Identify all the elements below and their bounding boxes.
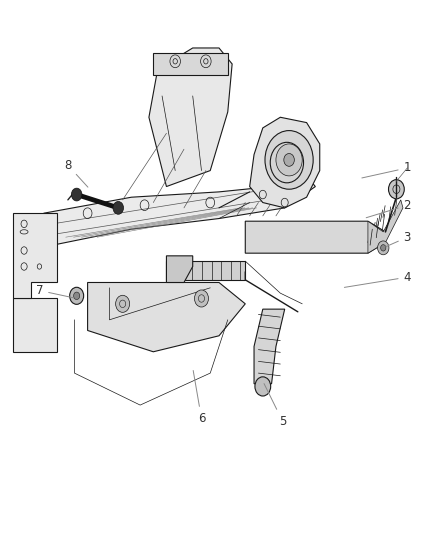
Polygon shape (245, 221, 385, 253)
Circle shape (265, 131, 313, 189)
Circle shape (378, 241, 389, 255)
Polygon shape (88, 282, 245, 352)
Circle shape (284, 154, 294, 166)
Text: 7: 7 (35, 284, 74, 298)
Text: 1: 1 (362, 161, 411, 178)
Polygon shape (153, 53, 228, 75)
Circle shape (113, 201, 124, 214)
Circle shape (194, 290, 208, 307)
Circle shape (255, 377, 271, 396)
Polygon shape (149, 48, 232, 187)
Circle shape (389, 180, 404, 199)
Circle shape (70, 287, 84, 304)
Polygon shape (250, 117, 320, 208)
Text: 8: 8 (64, 159, 88, 187)
Text: 2: 2 (366, 199, 411, 217)
Circle shape (71, 188, 82, 201)
Polygon shape (13, 298, 57, 352)
Text: 5: 5 (264, 384, 286, 427)
Polygon shape (368, 200, 403, 253)
Polygon shape (35, 176, 315, 245)
Text: 4: 4 (344, 271, 411, 287)
Text: 3: 3 (386, 231, 411, 247)
Polygon shape (166, 261, 245, 280)
Polygon shape (13, 213, 57, 298)
Text: 6: 6 (193, 370, 205, 425)
Circle shape (116, 295, 130, 312)
Polygon shape (254, 309, 285, 384)
Circle shape (381, 245, 386, 251)
Polygon shape (166, 256, 193, 282)
Circle shape (276, 144, 302, 176)
Circle shape (74, 292, 80, 300)
